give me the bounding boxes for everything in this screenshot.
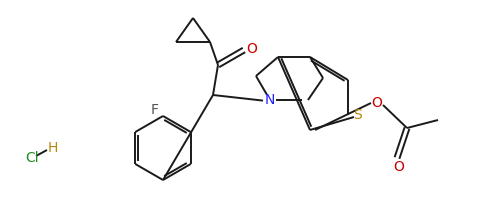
Text: O: O	[246, 42, 257, 56]
Text: S: S	[353, 108, 362, 122]
Text: N: N	[264, 93, 275, 107]
Text: O: O	[393, 160, 404, 174]
Text: O: O	[371, 96, 382, 110]
Text: Cl: Cl	[25, 151, 39, 165]
Text: H: H	[48, 141, 58, 155]
Text: F: F	[151, 103, 159, 117]
